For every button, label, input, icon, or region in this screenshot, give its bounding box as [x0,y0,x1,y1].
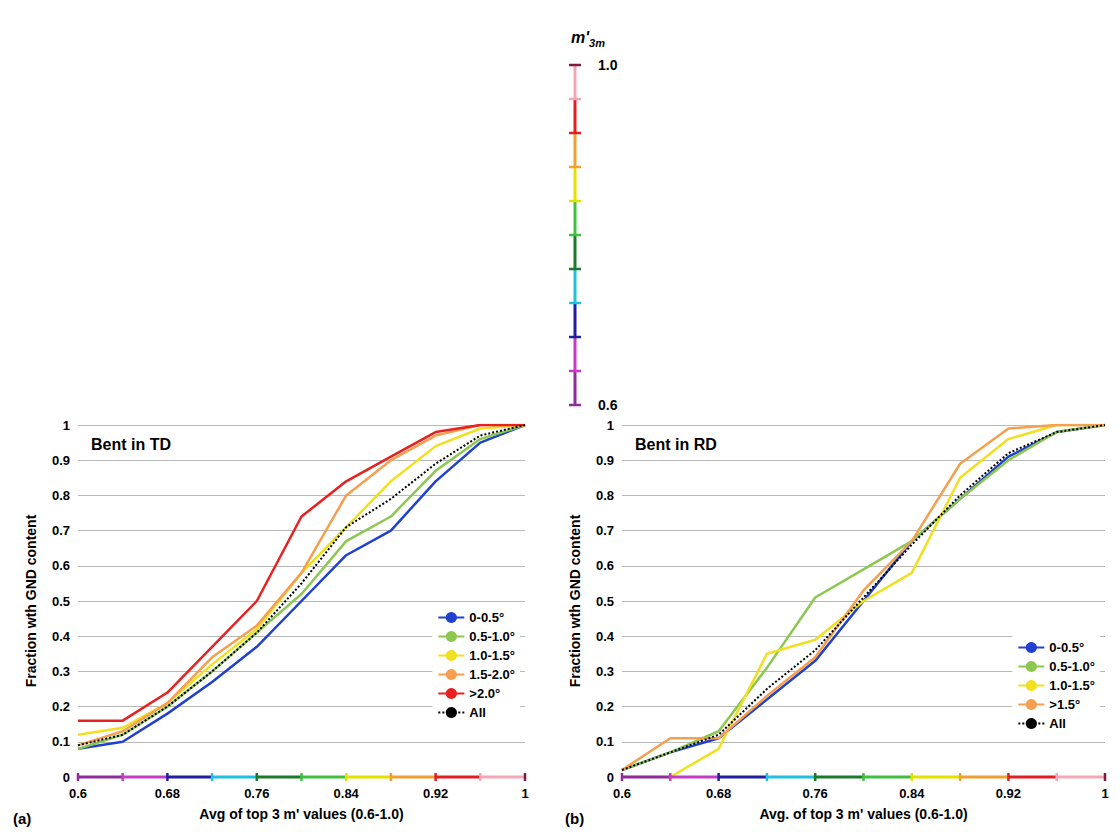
svg-text:0.3: 0.3 [596,664,614,679]
svg-text:Bent in TD: Bent in TD [91,436,171,453]
svg-text:m': m' [571,29,590,46]
svg-text:0.6: 0.6 [52,558,70,573]
svg-text:Bent in RD: Bent in RD [635,436,717,453]
svg-text:0.5: 0.5 [596,594,614,609]
svg-text:0-0.5°: 0-0.5° [469,610,504,625]
svg-text:0.8: 0.8 [596,488,614,503]
svg-text:Avg of top 3 m' values (0.6-1.: Avg of top 3 m' values (0.6-1.0) [199,806,403,822]
svg-text:0.6: 0.6 [596,558,614,573]
svg-text:0.4: 0.4 [596,629,615,644]
svg-text:0.92: 0.92 [996,786,1021,801]
svg-text:0.76: 0.76 [803,786,828,801]
svg-text:(b): (b) [565,810,584,827]
svg-text:0.2: 0.2 [596,699,614,714]
svg-text:0.3: 0.3 [52,664,70,679]
svg-text:1: 1 [521,786,528,801]
svg-text:(a): (a) [13,810,31,827]
svg-text:0: 0 [63,770,70,785]
svg-text:0.2: 0.2 [52,699,70,714]
svg-text:0.5-1.0°: 0.5-1.0° [469,629,515,644]
svg-text:3m: 3m [589,37,605,49]
svg-text:0.5-1.0°: 0.5-1.0° [1049,659,1095,674]
svg-text:Fraction wth GND content: Fraction wth GND content [567,514,583,687]
svg-text:0.68: 0.68 [155,786,180,801]
svg-text:>2.0°: >2.0° [469,686,500,701]
svg-text:0.6: 0.6 [613,786,631,801]
svg-text:0.92: 0.92 [423,786,448,801]
svg-text:0.8: 0.8 [52,488,70,503]
svg-text:0-0.5°: 0-0.5° [1049,640,1084,655]
svg-text:0.4: 0.4 [52,629,71,644]
svg-text:0.7: 0.7 [52,523,70,538]
svg-text:All: All [469,705,486,720]
svg-text:1.0-1.5°: 1.0-1.5° [469,648,515,663]
svg-text:1: 1 [607,418,614,433]
svg-text:Avg. of top 3 m' values (0.6-1: Avg. of top 3 m' values (0.6-1.0) [759,806,967,822]
svg-text:1: 1 [1101,786,1108,801]
svg-text:0.5: 0.5 [52,594,70,609]
svg-text:0.9: 0.9 [596,453,614,468]
svg-text:0.84: 0.84 [334,786,360,801]
svg-text:0.9: 0.9 [52,453,70,468]
svg-text:0.7: 0.7 [596,523,614,538]
svg-text:1: 1 [63,418,70,433]
svg-text:>1.5°: >1.5° [1049,697,1080,712]
svg-text:1.0: 1.0 [598,57,618,73]
svg-text:Fraction wth GND content: Fraction wth GND content [23,514,39,687]
svg-text:1.0-1.5°: 1.0-1.5° [1049,678,1095,693]
svg-text:0.76: 0.76 [244,786,269,801]
svg-text:1.5-2.0°: 1.5-2.0° [469,667,515,682]
svg-text:0.6: 0.6 [69,786,87,801]
svg-text:0.84: 0.84 [899,786,925,801]
svg-text:0.6: 0.6 [598,397,618,413]
svg-text:0: 0 [607,770,614,785]
svg-text:All: All [1049,716,1066,731]
svg-text:0.1: 0.1 [596,734,614,749]
svg-text:0.68: 0.68 [706,786,731,801]
svg-text:0.1: 0.1 [52,734,70,749]
